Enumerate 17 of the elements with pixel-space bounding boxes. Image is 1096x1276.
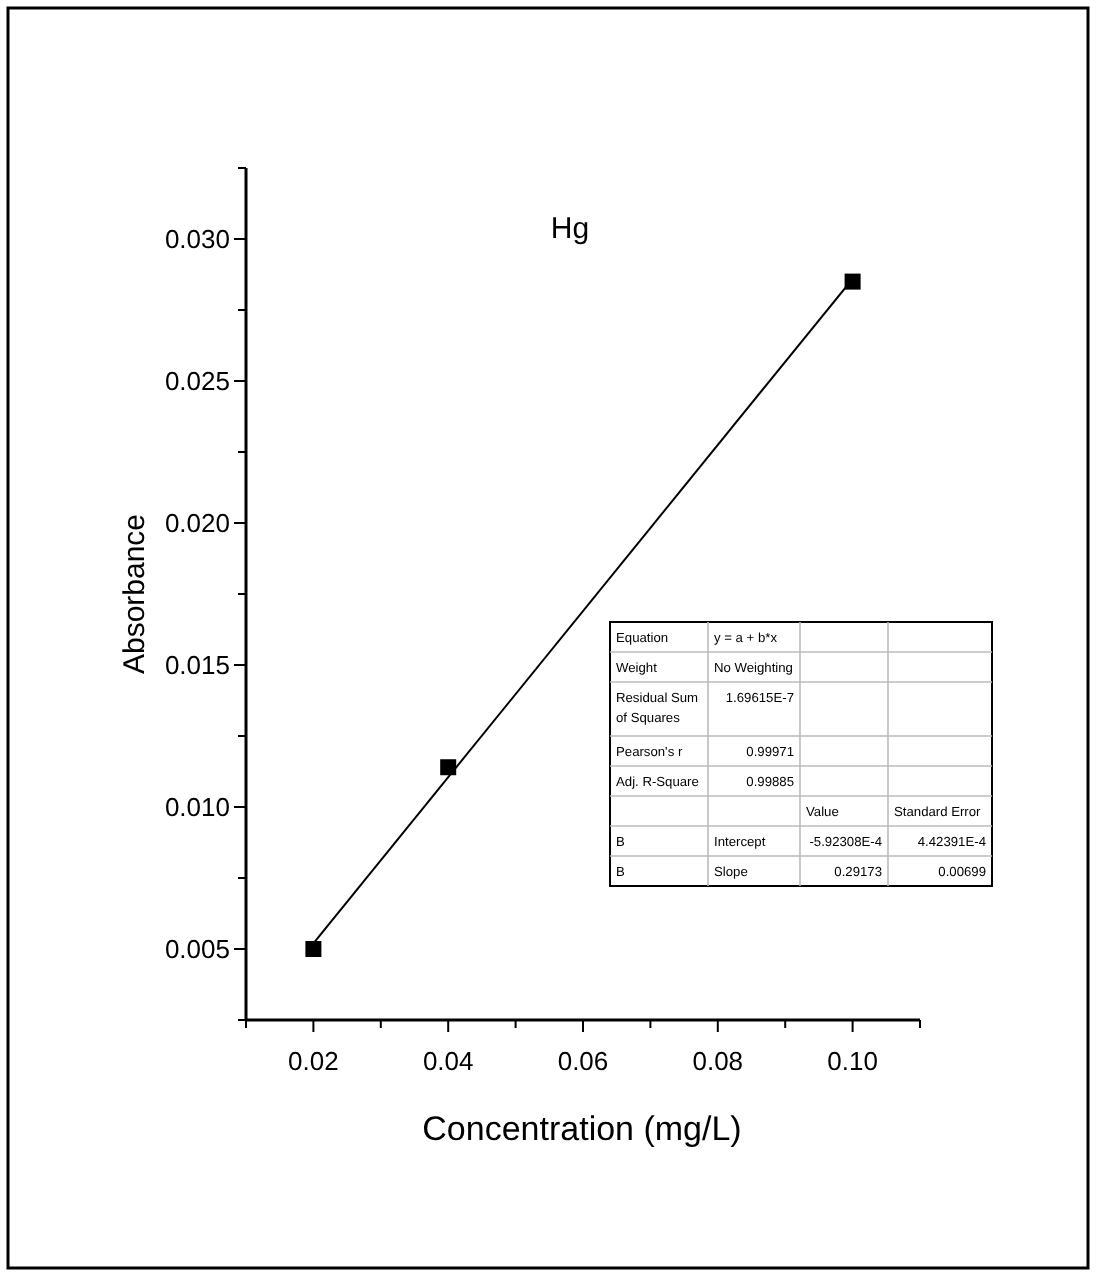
point — [305, 941, 322, 957]
y-tick-label: 0.020 — [164, 508, 230, 538]
y-axis-title: Absorbance — [118, 513, 152, 675]
x-tick-label: 0.10 — [827, 1046, 878, 1076]
y-tick-label: 0.025 — [164, 366, 230, 396]
y-tick-label: 0.005 — [164, 934, 230, 964]
x-axis-title: Concentration (mg/L) — [422, 1110, 742, 1148]
y-tick-label: 0.010 — [164, 792, 230, 822]
x-tick-label: 0.08 — [692, 1046, 744, 1076]
point — [844, 273, 861, 290]
x-tick-label: 0.02 — [288, 1046, 339, 1076]
x-tick-label: 0.06 — [557, 1046, 609, 1076]
text: Hg — [550, 212, 590, 246]
point — [440, 759, 457, 776]
y-tick-label: 0.030 — [164, 224, 230, 254]
y-tick-label: 0.015 — [164, 650, 230, 680]
x-tick-label: 0.04 — [422, 1046, 474, 1076]
